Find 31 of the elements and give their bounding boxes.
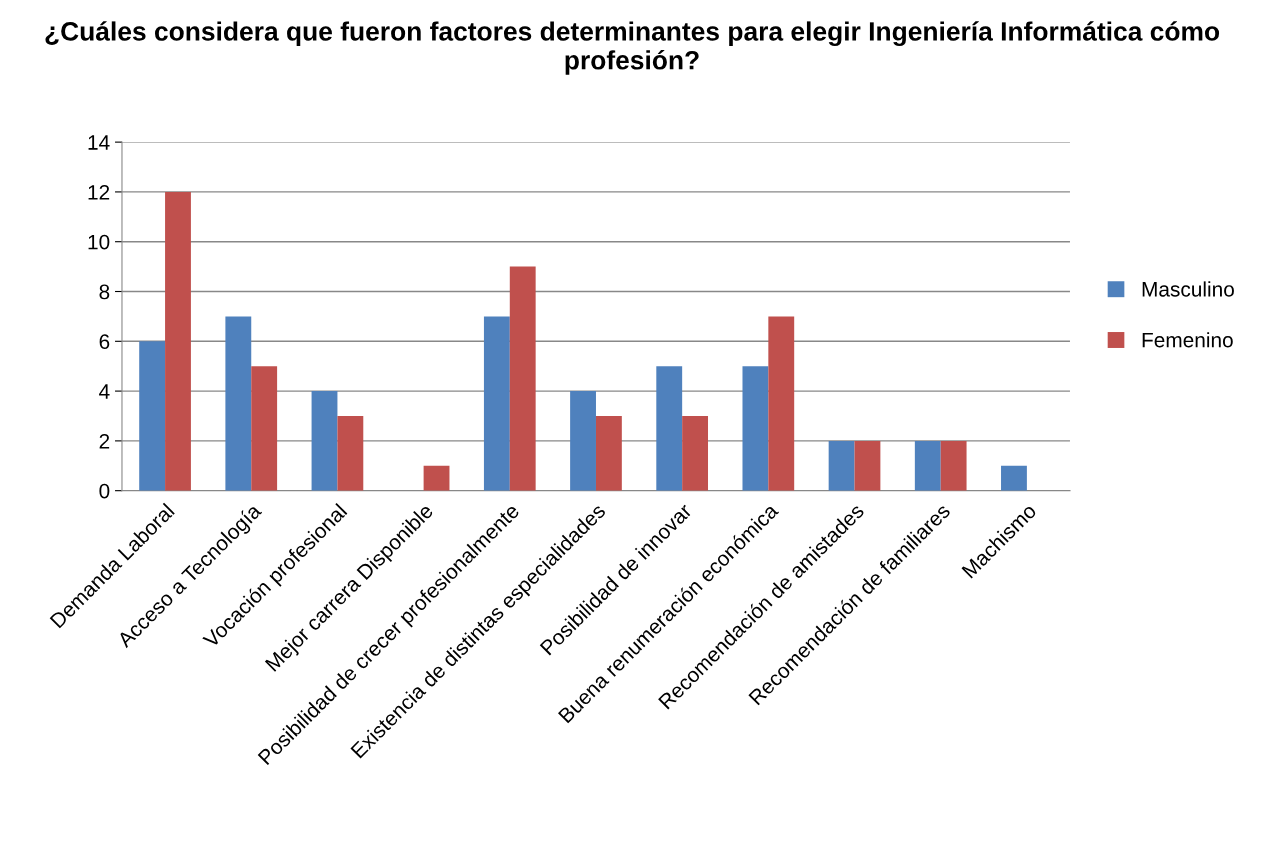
bar [483, 316, 510, 491]
y-tick-label: 8 [99, 284, 110, 300]
bar [828, 440, 855, 491]
bar [914, 440, 941, 491]
bar [940, 440, 967, 491]
bar [225, 316, 252, 491]
y-tick-label: 12 [88, 184, 110, 200]
bar [509, 266, 536, 491]
legend-label: Masculino [1142, 281, 1234, 297]
chart-title: ¿Cuáles considera que fueron factores determinantes para elegir Ingeniería Informática cómo profesión? [45, 21, 1220, 75]
bar [139, 341, 166, 491]
y-tick-label: 4 [99, 384, 110, 399]
bar [251, 366, 278, 491]
bar [768, 316, 795, 491]
bar [570, 391, 596, 491]
bar [854, 440, 881, 491]
bar [311, 391, 338, 491]
y-tick-label: 0 [99, 483, 110, 499]
bar [165, 191, 191, 491]
bar [1001, 465, 1027, 491]
y-tick-label: 6 [99, 334, 110, 350]
bar [656, 366, 683, 491]
bar [423, 465, 450, 491]
y-tick-label: 14 [88, 135, 110, 150]
bar [742, 366, 769, 491]
bar [337, 415, 364, 491]
bar [682, 415, 709, 491]
y-tick-label: 10 [88, 234, 110, 250]
legend-label: Femenino [1142, 332, 1233, 348]
bar [595, 415, 622, 491]
y-tick-label: 2 [99, 433, 110, 449]
